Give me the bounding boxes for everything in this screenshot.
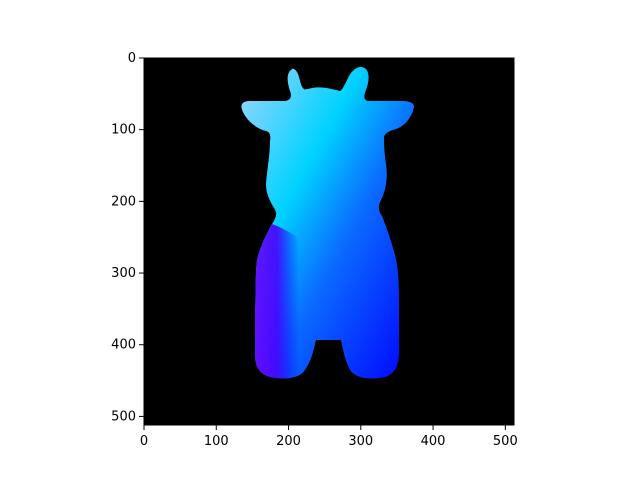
y-tick-label: 100 [111, 123, 136, 138]
x-tick-label: 200 [276, 434, 301, 449]
y-tick-label: 500 [111, 409, 136, 424]
cow-silhouette-tint [255, 224, 318, 379]
x-tick-label: 100 [204, 434, 229, 449]
y-tick-label: 300 [111, 266, 136, 281]
y-axis-ticks: 0 100 200 300 400 500 [111, 51, 144, 424]
y-tick-label: 400 [111, 338, 136, 353]
y-tick-label: 0 [128, 51, 136, 66]
x-tick-label: 500 [493, 434, 518, 449]
x-tick-label: 400 [421, 434, 446, 449]
x-tick-label: 0 [140, 434, 148, 449]
x-axis-ticks: 0 100 200 300 400 500 [140, 425, 518, 449]
axes-frame [143, 57, 515, 426]
x-tick-label: 300 [348, 434, 373, 449]
cow-silhouette [241, 66, 414, 379]
plot-area [143, 57, 515, 426]
y-tick-label: 200 [111, 194, 136, 209]
